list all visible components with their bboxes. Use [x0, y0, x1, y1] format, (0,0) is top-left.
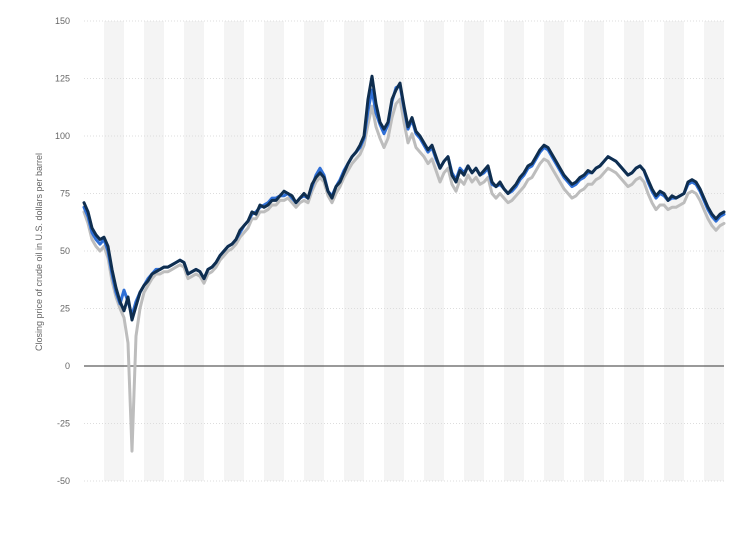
- y-tick-label: 75: [60, 189, 70, 199]
- y-tick-label: 25: [60, 304, 70, 314]
- y-axis-ticks: 150 125 100 75 50 25 0 -25 -50: [55, 16, 70, 486]
- series-line-gray: [82, 97, 726, 453]
- y-tick-label: -25: [57, 419, 70, 429]
- y-tick-label: 125: [55, 74, 70, 84]
- y-tick-label: 0: [65, 361, 70, 371]
- y-tick-label: 150: [55, 16, 70, 26]
- y-axis-title: Closing price of crude oil in U.S. dolla…: [34, 153, 44, 351]
- y-tick-label: -50: [57, 476, 70, 486]
- series-lines: [82, 74, 726, 453]
- y-tick-label: 100: [55, 131, 70, 141]
- series-line-dark: [82, 74, 726, 322]
- y-tick-label: 50: [60, 246, 70, 256]
